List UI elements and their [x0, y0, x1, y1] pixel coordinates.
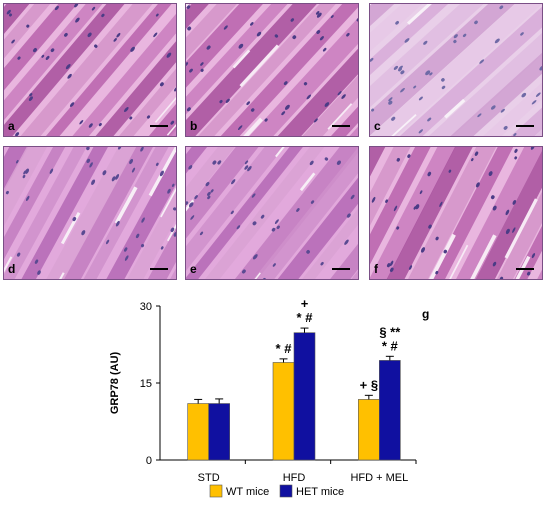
- legend-swatch: [279, 484, 293, 498]
- bar-0-1: [272, 362, 295, 461]
- category-label: STD: [198, 472, 220, 484]
- scale-bar: [516, 268, 534, 270]
- panel-label: f: [374, 262, 378, 276]
- category-label: HFD + MEL: [350, 472, 408, 484]
- scale-bar: [332, 125, 350, 127]
- panel-label: b: [190, 119, 198, 133]
- tissue-texture: [186, 4, 358, 136]
- scale-bar: [150, 125, 168, 127]
- micrograph-panel-d: d: [3, 146, 177, 280]
- significance-marker: § **: [379, 324, 401, 339]
- significance-marker: * #: [297, 310, 314, 325]
- significance-marker: + §: [360, 377, 378, 392]
- tissue-texture: [370, 4, 542, 136]
- chart-panel-label: g: [422, 307, 429, 321]
- significance-marker: * #: [276, 341, 293, 356]
- micrograph-panel-e: e: [185, 146, 359, 280]
- scale-bar: [332, 268, 350, 270]
- tissue-texture: [186, 147, 358, 279]
- panel-label: e: [190, 262, 197, 276]
- panel-label: d: [8, 262, 16, 276]
- significance-marker: * #: [382, 338, 399, 353]
- bar-1-1: [293, 332, 316, 461]
- category-label: HFD: [283, 472, 306, 484]
- bar-1-0: [208, 403, 230, 461]
- significance-marker: +: [301, 296, 309, 311]
- scale-bar: [150, 268, 168, 270]
- tissue-texture: [4, 147, 176, 279]
- micrograph-panel-f: f: [369, 146, 543, 280]
- scale-bar: [516, 125, 534, 127]
- bar-0-2: [358, 399, 380, 461]
- legend-label: HET mice: [296, 486, 344, 498]
- bar-1-2: [379, 360, 401, 461]
- panel-label: c: [374, 119, 381, 133]
- tissue-texture: [4, 4, 176, 136]
- micrograph-panel-b: b: [185, 3, 359, 137]
- tissue-texture: [370, 147, 542, 279]
- legend-swatch: [209, 484, 223, 498]
- bar-0-0: [187, 403, 209, 461]
- y-tick-label: 0: [146, 455, 152, 467]
- y-tick-label: 15: [140, 378, 152, 390]
- y-tick-label: 30: [140, 301, 152, 313]
- micrograph-panel-c: c: [369, 3, 543, 137]
- y-axis-label: GRP78 (AU): [109, 351, 121, 414]
- panel-label: a: [8, 119, 15, 133]
- legend-label: WT mice: [226, 486, 269, 498]
- micrograph-panel-a: a: [3, 3, 177, 137]
